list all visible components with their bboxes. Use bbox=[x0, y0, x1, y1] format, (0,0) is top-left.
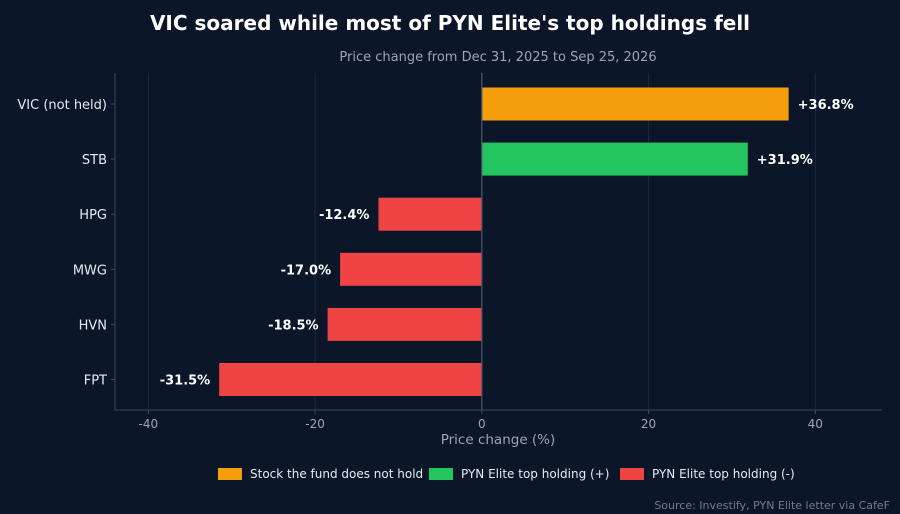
bar-fpt bbox=[219, 363, 482, 396]
x-tick-label: -40 bbox=[139, 417, 159, 431]
x-tick-label: -20 bbox=[305, 417, 325, 431]
category-label: VIC (not held) bbox=[17, 98, 107, 113]
source-note: Source: Investify, PYN Elite letter via … bbox=[654, 499, 890, 512]
bar-mwg bbox=[340, 252, 482, 286]
legend-swatch-positive bbox=[429, 468, 453, 480]
data-label: -31.5% bbox=[160, 374, 211, 389]
data-label: +36.8% bbox=[798, 98, 854, 113]
grid-lines bbox=[147, 73, 816, 410]
data-labels: +36.8% +31.9% -12.4% -17.0% -18.5% -31.5% bbox=[160, 98, 854, 389]
bar-stb bbox=[481, 142, 748, 176]
legend-label-negative: PYN Elite top holding (-) bbox=[652, 467, 795, 481]
category-label: MWG bbox=[73, 263, 107, 278]
category-label: HPG bbox=[79, 208, 107, 223]
category-label: HVN bbox=[79, 318, 107, 333]
category-label: FPT bbox=[84, 374, 107, 389]
x-axis: -40 -20 0 20 40 bbox=[114, 73, 882, 431]
legend-swatch-negative bbox=[620, 468, 644, 480]
chart-title: VIC soared while most of PYN Elite's top… bbox=[150, 11, 750, 35]
bar-hpg bbox=[378, 197, 482, 231]
data-label: -12.4% bbox=[319, 208, 370, 223]
category-labels: VIC (not held) STB HPG MWG HVN FPT bbox=[17, 98, 115, 389]
data-label: -17.0% bbox=[281, 263, 332, 278]
x-tick-label: 20 bbox=[641, 417, 656, 431]
data-label: +31.9% bbox=[757, 153, 813, 168]
bar-hvn bbox=[327, 307, 482, 341]
bars bbox=[219, 87, 789, 396]
x-tick-label: 40 bbox=[808, 417, 823, 431]
x-tick-label: 0 bbox=[478, 417, 486, 431]
legend: Stock the fund does not hold PYN Elite to… bbox=[218, 467, 795, 481]
legend-swatch-not_held bbox=[218, 468, 242, 480]
chart-subtitle: Price change from Dec 31, 2025 to Sep 25… bbox=[339, 50, 656, 65]
legend-label-positive: PYN Elite top holding (+) bbox=[461, 467, 609, 481]
bar-vic bbox=[481, 87, 789, 121]
category-label: STB bbox=[82, 153, 107, 168]
x-axis-title: Price change (%) bbox=[441, 432, 556, 448]
data-label: -18.5% bbox=[268, 318, 319, 333]
legend-label-not_held: Stock the fund does not hold bbox=[250, 467, 423, 481]
